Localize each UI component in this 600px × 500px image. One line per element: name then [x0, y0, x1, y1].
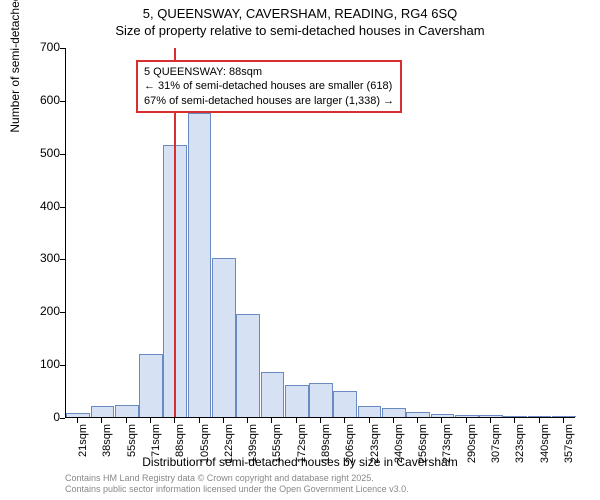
footer-line1: Contains HM Land Registry data © Crown c…	[65, 473, 409, 484]
histogram-bar	[479, 415, 503, 417]
histogram-bar	[455, 415, 479, 417]
title-address: 5, QUEENSWAY, CAVERSHAM, READING, RG4 6S…	[0, 6, 600, 21]
annotation-line: ← 31% of semi-detached houses are smalle…	[144, 79, 394, 93]
x-axis-label: Distribution of semi-detached houses by …	[0, 455, 600, 469]
y-tick-label: 600	[10, 93, 60, 107]
x-tick-mark	[320, 418, 321, 423]
y-tick-label: 0	[10, 410, 60, 424]
y-tick-mark	[60, 418, 65, 419]
y-tick-label: 300	[10, 251, 60, 265]
histogram-bar	[309, 383, 333, 417]
y-tick-mark	[60, 365, 65, 366]
x-tick-mark	[77, 418, 78, 423]
histogram-bar	[66, 413, 90, 417]
y-tick-mark	[60, 207, 65, 208]
chart-title: 5, QUEENSWAY, CAVERSHAM, READING, RG4 6S…	[0, 6, 600, 38]
histogram-bar	[236, 314, 260, 417]
x-tick-mark	[247, 418, 248, 423]
property-size-histogram: 5, QUEENSWAY, CAVERSHAM, READING, RG4 6S…	[0, 0, 600, 500]
x-tick-mark	[563, 418, 564, 423]
histogram-bar	[406, 412, 430, 417]
y-tick-mark	[60, 154, 65, 155]
x-tick-mark	[417, 418, 418, 423]
x-tick-mark	[539, 418, 540, 423]
x-tick-mark	[466, 418, 467, 423]
histogram-bar	[552, 416, 576, 417]
x-tick-mark	[271, 418, 272, 423]
x-tick-mark	[101, 418, 102, 423]
histogram-bar	[115, 405, 139, 417]
y-tick-mark	[60, 101, 65, 102]
x-tick-mark	[369, 418, 370, 423]
histogram-bar	[285, 385, 309, 417]
histogram-bar	[503, 416, 527, 417]
histogram-bar	[91, 406, 115, 417]
y-tick-label: 400	[10, 199, 60, 213]
histogram-bar	[261, 372, 285, 417]
x-tick-mark	[490, 418, 491, 423]
footer-attribution: Contains HM Land Registry data © Crown c…	[65, 473, 409, 495]
x-tick-mark	[174, 418, 175, 423]
annotation-callout: 5 QUEENSWAY: 88sqm← 31% of semi-detached…	[136, 60, 402, 113]
histogram-bar	[382, 408, 406, 418]
annotation-line: 5 QUEENSWAY: 88sqm	[144, 65, 394, 79]
histogram-bar	[358, 406, 382, 417]
y-axis-label: Number of semi-detached properties	[8, 0, 22, 133]
annotation-line: 67% of semi-detached houses are larger (…	[144, 94, 394, 108]
y-tick-label: 500	[10, 146, 60, 160]
histogram-bar	[333, 391, 357, 417]
y-tick-mark	[60, 259, 65, 260]
y-tick-label: 700	[10, 40, 60, 54]
x-tick-mark	[126, 418, 127, 423]
histogram-bar	[528, 416, 552, 417]
x-tick-mark	[199, 418, 200, 423]
x-tick-mark	[344, 418, 345, 423]
histogram-bar	[188, 113, 212, 417]
x-tick-mark	[296, 418, 297, 423]
y-tick-mark	[60, 312, 65, 313]
footer-line2: Contains public sector information licen…	[65, 484, 409, 495]
y-tick-label: 100	[10, 357, 60, 371]
x-tick-mark	[514, 418, 515, 423]
y-tick-label: 200	[10, 304, 60, 318]
histogram-bar	[212, 258, 236, 417]
x-tick-mark	[150, 418, 151, 423]
x-tick-mark	[393, 418, 394, 423]
x-tick-mark	[441, 418, 442, 423]
histogram-bar	[431, 414, 455, 417]
title-subtitle: Size of property relative to semi-detach…	[0, 23, 600, 38]
histogram-bar	[139, 354, 163, 417]
x-tick-mark	[223, 418, 224, 423]
y-tick-mark	[60, 48, 65, 49]
